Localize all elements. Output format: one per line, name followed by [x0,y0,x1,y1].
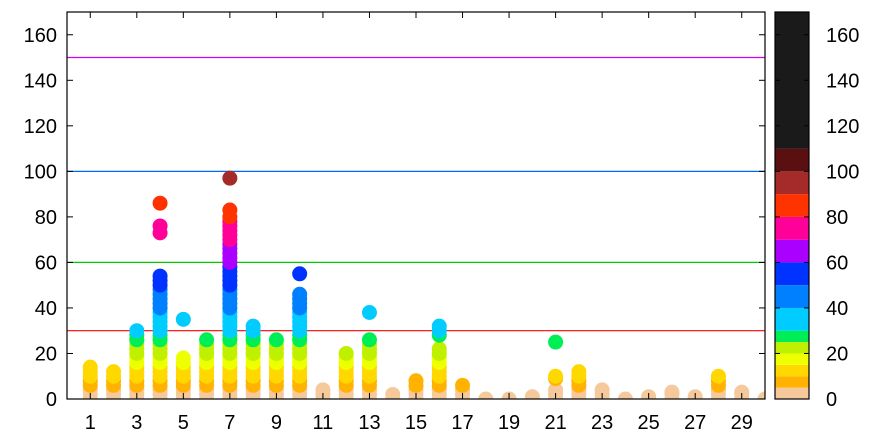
x-tick-label: 9 [271,412,282,434]
y-tick-label: 100 [24,161,57,183]
x-tick-label: 29 [731,412,753,434]
data-points [82,170,765,399]
data-point [664,384,680,399]
data-point [571,364,587,380]
colorbar-band [775,148,809,172]
reference-lines [67,56,765,332]
data-point [524,389,540,399]
data-point [82,359,98,375]
data-point [292,266,308,282]
data-point [361,332,377,348]
colorbar-band [775,342,809,354]
colorbar-axis: 0 20 40 60 80 100 120 140 160 [775,25,859,411]
colorbar-frame [774,11,810,400]
data-point [478,391,494,399]
y-tick-label: 160 [24,25,57,47]
data-point [385,386,401,399]
data-point [431,341,447,357]
colorbar-band [775,376,809,388]
y-axis: 0 20 40 60 80 100 120 140 160 [24,25,765,411]
x-tick-label: 3 [131,412,142,434]
y-tick-label: 80 [35,207,57,229]
colorbar [774,11,810,400]
y-tick-label: 140 [24,70,57,92]
y-tick-label: 0 [46,389,57,411]
y-tick-label: 60 [35,252,57,274]
colorbar-tick-label: 60 [826,252,848,274]
colorbar-band [775,364,809,377]
data-point [431,318,447,334]
data-point [548,334,564,350]
x-tick-label: 23 [591,412,613,434]
data-point [548,368,564,384]
colorbar-band [775,353,809,365]
data-point [175,350,191,366]
data-point [129,323,145,339]
colorbar-band [775,262,809,286]
data-point [315,382,331,398]
x-tick-label: 19 [498,412,520,434]
x-tick-label: 25 [638,412,660,434]
colorbar-band [775,330,809,343]
data-point [734,384,750,399]
data-point [222,170,238,186]
x-tick-label: 21 [544,412,566,434]
data-point [594,382,610,398]
y-tick-label: 40 [35,298,57,320]
data-point [455,377,471,393]
x-axis: 1 3 5 7 9 11 13 15 17 19 21 23 25 27 29 [85,12,753,434]
y-tick-label: 120 [24,116,57,138]
data-point [710,368,726,384]
data-point [245,318,261,334]
x-tick-label: 5 [178,412,189,434]
x-tick-label: 27 [684,412,706,434]
data-point [408,373,424,389]
x-tick-label: 1 [85,412,96,434]
colorbar-tick-label: 20 [826,343,848,365]
x-tick-label: 13 [358,412,380,434]
colorbar-tick-label: 140 [826,70,859,92]
data-point [222,202,238,218]
data-point [106,364,122,380]
data-point [152,195,168,211]
x-tick-label: 17 [451,412,473,434]
data-point [292,286,308,302]
colorbar-band [775,307,809,331]
colorbar-band [775,194,809,217]
colorbar-tick-label: 80 [826,207,848,229]
plot-frame [66,11,766,400]
colorbar-band [775,171,809,195]
data-point [199,332,215,348]
data-point [548,382,564,398]
data-point [361,304,377,320]
x-tick-label: 7 [224,412,235,434]
data-point [268,332,284,348]
data-point [338,345,354,361]
colorbar-band [775,239,809,263]
x-tick-label: 15 [405,412,427,434]
y-tick-label: 20 [35,343,57,365]
colorbar-band [775,216,809,240]
colorbar-band [775,387,809,399]
data-point [175,311,191,327]
colorbar-band [775,12,809,149]
colorbar-tick-label: 40 [826,298,848,320]
data-point [152,218,168,234]
colorbar-band [775,285,809,308]
colorbar-tick-label: 0 [826,389,837,411]
data-point [757,391,765,399]
x-tick-label: 11 [313,412,334,434]
colorbar-tick-label: 100 [826,161,859,183]
colorbar-tick-label: 120 [826,116,859,138]
data-point [617,391,633,399]
colorbar-tick-label: 160 [826,25,859,47]
data-point [152,268,168,284]
